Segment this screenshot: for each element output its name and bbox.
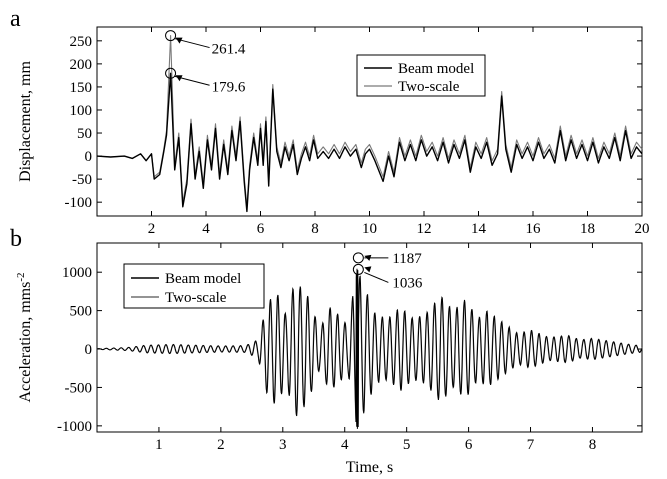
panel-a-ytick-label: 150 [70,80,93,96]
panel-a-xtick-label: 4 [202,221,210,237]
panel-b-xlabel: Time, s [346,459,393,476]
panel-a-xtick-label: 8 [311,221,319,237]
panel-b-ytick-label: -500 [65,380,93,396]
panel-a-series-beam-model-line [96,72,643,213]
panel-a-displacement: 2 4 6 8 10 12 14 16 18 20 -100 -50 0 50 100 150 200 250 a D… [10,6,650,237]
panel-b-annotation-arrow [364,271,389,283]
panel-b-xtick-label: 7 [527,437,535,453]
panel-b-axes-frame [96,242,643,433]
panel-a-xtick-label: 18 [580,221,595,237]
panel-b-label: b [10,226,22,252]
panel-b-xtick-label: 4 [341,437,349,453]
panel-a-ylabel: Displacement, mm [17,61,34,182]
panel-a-ytick-label: 200 [70,57,93,73]
panel-a-arrowhead [175,37,183,44]
panel-b-arrowhead [364,266,372,273]
panel-a-annotation-label: 261.4 [212,42,246,58]
panel-b-legend-box [123,263,265,309]
panel-a-ytick-label: -50 [72,172,92,188]
panel-a-xtick-label: 12 [417,221,432,237]
panel-a-annotation-label: 179.6 [212,79,246,95]
panel-b-xtick-label: 1 [155,437,163,453]
panel-a-legend: Beam model Two-scale [356,54,486,97]
panel-a-xtick-label: 10 [362,221,377,237]
panel-b-acceleration: 1 2 3 4 5 6 7 8 -1000 -500 0 500 1000 b Time, s Acceler… [10,226,643,476]
panel-a-xtick-label: 6 [257,221,265,237]
panel-b-xtick-label: 2 [217,437,225,453]
panel-a-ytick-label: -100 [65,195,93,211]
panel-a-ytick-label: 50 [77,126,92,142]
panel-b-peak-marker [352,252,364,264]
panel-b-xtick-label: 8 [589,437,597,453]
panel-a-xtick-label: 2 [148,221,156,237]
panel-b-legend-label-beam-model: Beam model [165,271,241,287]
panel-b-xtick-label: 3 [279,437,287,453]
panel-a-xtick-label: 14 [471,221,487,237]
panel-a-peak-marker [165,67,177,79]
panel-b-ytick-label: 0 [85,342,93,358]
panel-a-legend-box [356,54,486,97]
panel-a-legend-label-beam-model: Beam model [398,61,474,77]
panel-b-annotation-label: 1036 [392,275,423,291]
panel-b-xtick-label: 5 [403,437,411,453]
panel-b-ylabel: Acceleration, mms-2 [15,272,34,402]
panel-b-ytick-label: -1000 [57,419,92,435]
panel-b-series-beam-model-line [96,268,643,429]
panel-b-xtick-label: 6 [465,437,473,453]
panel-a-xtick-label: 16 [526,221,542,237]
panel-b-ylabel-superscript: -2 [15,272,27,281]
panel-b-ylabel-main: Acceleration, mms [17,282,34,403]
panel-a-ytick-label: 250 [70,34,93,50]
panel-a-legend-label-two-scale: Two-scale [398,79,460,95]
panel-b-annotation-label: 1187 [392,251,422,267]
panel-a-ytick-label: 100 [70,103,93,119]
panel-b-arrowhead [364,254,372,261]
panel-a-ytick-label: 0 [85,149,93,165]
panel-b-peak-marker [352,263,364,275]
panel-a-xtick-label: 20 [635,221,650,237]
panel-a-peak-marker [165,30,177,42]
panel-b-legend-label-two-scale: Two-scale [165,290,227,306]
panel-a-arrowhead [175,75,183,82]
panel-b-ytick-label: 1000 [62,265,92,281]
panel-a-label: a [10,6,21,32]
panel-b-ytick-label: 500 [70,304,93,320]
panel-b-legend: Beam model Two-scale [123,263,265,309]
